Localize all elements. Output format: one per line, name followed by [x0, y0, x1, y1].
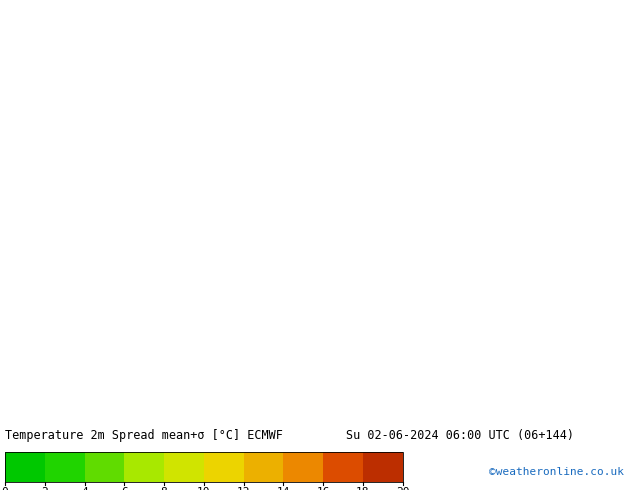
Bar: [5, 452, 45, 482]
Bar: [124, 452, 164, 482]
Text: 10: 10: [197, 487, 210, 490]
Text: 2: 2: [41, 487, 48, 490]
Text: 4: 4: [81, 487, 88, 490]
Bar: [243, 452, 283, 482]
Text: 6: 6: [121, 487, 127, 490]
Text: 20: 20: [396, 487, 410, 490]
Text: 12: 12: [237, 487, 250, 490]
Text: 14: 14: [276, 487, 290, 490]
Text: 16: 16: [316, 487, 330, 490]
Bar: [204, 452, 243, 482]
Text: ©weatheronline.co.uk: ©weatheronline.co.uk: [489, 467, 624, 477]
Text: 8: 8: [160, 487, 167, 490]
Bar: [5, 452, 403, 482]
Bar: [323, 452, 363, 482]
Bar: [283, 452, 323, 482]
Text: Temperature 2m Spread mean+σ [°C] ECMWF: Temperature 2m Spread mean+σ [°C] ECMWF: [5, 429, 283, 441]
Bar: [84, 452, 124, 482]
Bar: [164, 452, 204, 482]
Bar: [45, 452, 84, 482]
Text: Su 02-06-2024 06:00 UTC (06+144): Su 02-06-2024 06:00 UTC (06+144): [346, 429, 574, 441]
Bar: [363, 452, 403, 482]
Text: 0: 0: [2, 487, 8, 490]
Text: 18: 18: [356, 487, 370, 490]
